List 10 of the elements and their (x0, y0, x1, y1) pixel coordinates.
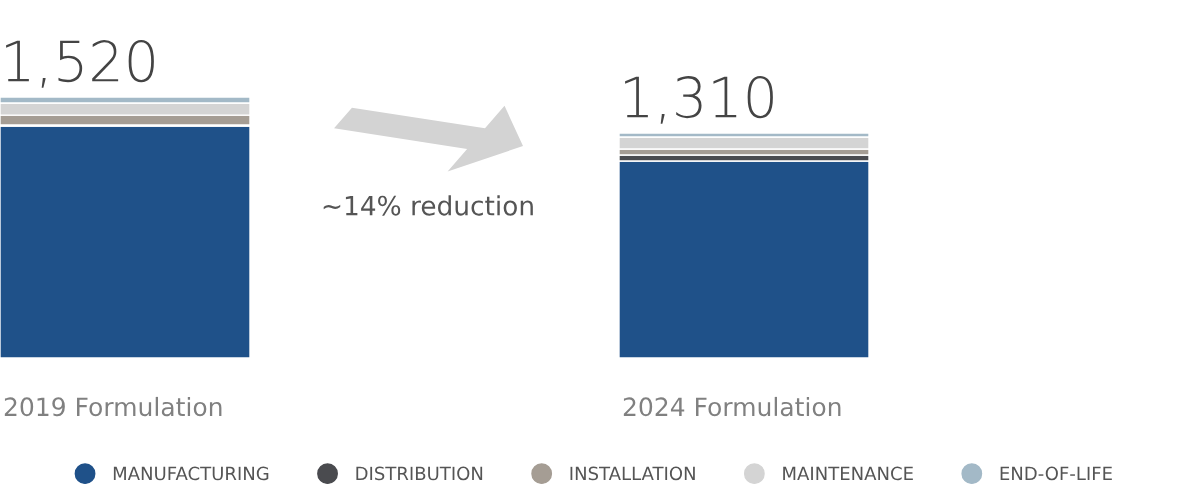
annotation: 1,520 (6, 40, 154, 88)
legend-label: MANUFACTURING (113, 466, 269, 481)
annotation: ~14% reduction (323, 195, 533, 216)
legend-label: MAINTENANCE (783, 466, 913, 481)
annotation: 1,310 (625, 76, 773, 124)
x-tick-label: 2024 Formulation (623, 396, 841, 417)
legend-label: DISTRIBUTION (356, 466, 483, 481)
legend-label: END-OF-LIFE (1000, 466, 1112, 481)
x-tick-label: 2019 Formulation (4, 396, 222, 417)
legend-label: INSTALLATION (570, 466, 695, 481)
